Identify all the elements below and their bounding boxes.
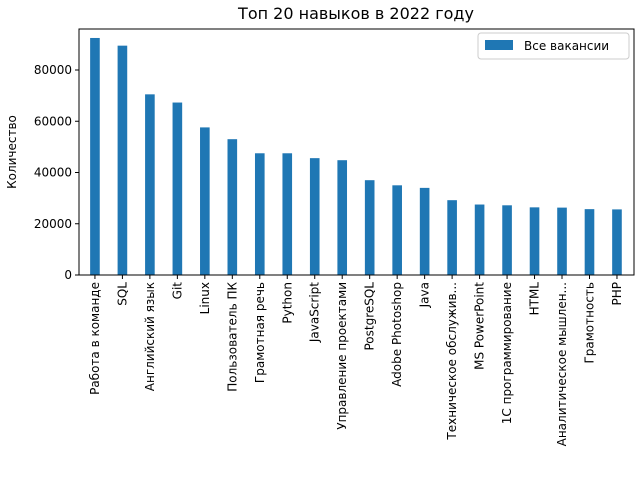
bar-7	[282, 153, 293, 275]
y-axis: 0 20000 40000 60000 80000	[34, 63, 79, 282]
bar-11	[392, 185, 402, 275]
x-tick-label-0: Работа в команде	[88, 282, 102, 395]
bar-8	[309, 158, 320, 275]
bar-5	[227, 139, 238, 275]
bar-4	[200, 127, 210, 276]
legend-swatch	[485, 40, 513, 50]
bar-14	[474, 204, 485, 275]
legend: Все вакансии	[477, 32, 630, 60]
y-tick-label-4: 80000	[34, 63, 72, 77]
legend-frame	[477, 32, 630, 60]
bar-16	[529, 207, 540, 275]
x-tick-label-2: Английский язык	[143, 282, 157, 391]
bar-0	[90, 37, 100, 275]
y-axis-label: Количество	[5, 115, 19, 189]
x-tick-label-14: MS PowerPoint	[473, 282, 487, 370]
x-tick-label-15: 1С программирование	[500, 282, 514, 424]
x-tick-label-19: PHP	[610, 282, 624, 306]
bar-12	[419, 187, 430, 276]
legend-label: Все вакансии	[524, 39, 609, 53]
x-tick-label-12: Java	[418, 282, 432, 308]
bar-2	[145, 94, 155, 275]
x-tick-label-9: Управление проектами	[335, 282, 349, 430]
x-tick-label-13: Техническое обслужив...	[445, 282, 459, 441]
x-tick-label-1: SQL	[115, 282, 129, 306]
x-tick-label-16: HTML	[528, 282, 542, 316]
y-tick-label-1: 20000	[34, 217, 72, 231]
y-tick-label-2: 40000	[34, 166, 72, 180]
y-tick-label-0: 0	[64, 268, 72, 282]
x-tick-label-10: PostgreSQL	[363, 282, 377, 351]
bar-6	[254, 153, 265, 275]
bars-layer	[90, 37, 622, 276]
bar-10	[364, 180, 375, 275]
x-tick-label-18: Грамотность	[582, 282, 596, 364]
x-tick-label-17: Аналитическое мышлен...	[555, 282, 569, 446]
bar-17	[557, 207, 567, 275]
bar-13	[447, 200, 457, 275]
chart-title: Топ 20 навыков в 2022 году	[237, 4, 474, 23]
plot-frame	[78, 28, 635, 276]
bar-1	[117, 45, 128, 275]
x-tick-label-5: Пользователь ПК	[225, 282, 239, 392]
bar-3	[172, 102, 183, 275]
bar-15	[502, 205, 512, 275]
bar-18	[584, 209, 595, 275]
bar-19	[612, 209, 622, 275]
x-axis: Работа в команде SQL Английский язык Git Lin…	[88, 275, 624, 446]
x-tick-label-4: Linux	[198, 282, 212, 314]
y-tick-label-3: 60000	[34, 114, 72, 128]
x-tick-label-7: Python	[280, 282, 294, 324]
x-tick-label-3: Git	[170, 282, 184, 300]
x-tick-label-11: Adobe Photoshop	[390, 282, 404, 387]
x-tick-label-6: Грамотная речь	[253, 282, 267, 383]
x-tick-label-8: JavaScript	[308, 282, 322, 343]
bar-9	[337, 160, 348, 275]
